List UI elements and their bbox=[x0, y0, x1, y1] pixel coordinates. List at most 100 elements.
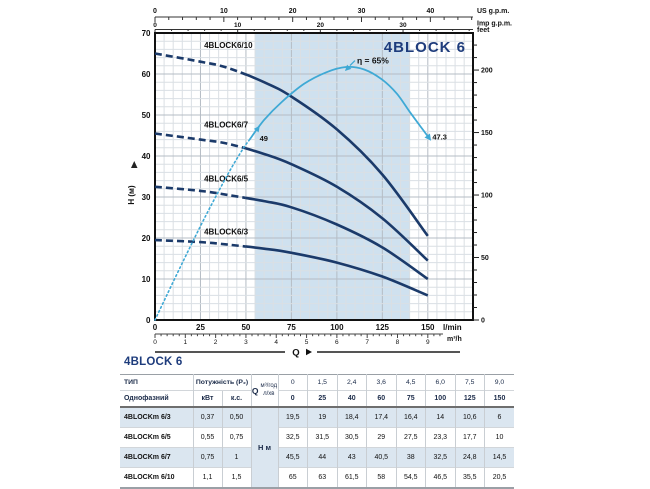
svg-text:US g.p.m.: US g.p.m. bbox=[477, 8, 509, 15]
head-value-cell: 20,5 bbox=[484, 467, 514, 488]
header-hp: к.с. bbox=[221, 390, 251, 407]
table-title: 4BLOCK 6 bbox=[124, 356, 183, 368]
svg-text:70: 70 bbox=[142, 29, 151, 38]
svg-text:m³/h: m³/h bbox=[447, 336, 462, 343]
header-cell-lmin: 25 bbox=[307, 390, 337, 407]
kw-cell: 0,75 bbox=[192, 447, 222, 468]
header-flow: Q м³/год л/хв bbox=[250, 374, 278, 407]
head-value-cell: 16,4 bbox=[395, 406, 426, 428]
efficiency-curve: 49 47.3 η = 65% bbox=[154, 56, 447, 321]
svg-text:feet: feet bbox=[477, 27, 490, 34]
head-value-cell: 17,4 bbox=[366, 406, 396, 428]
pump-name-cell: 4BLOCKm 6/7 bbox=[120, 447, 193, 468]
svg-text:30: 30 bbox=[399, 22, 407, 29]
header-cell-m3h: 3,6 bbox=[366, 374, 396, 391]
flow-axis-label: Q bbox=[155, 348, 460, 359]
svg-text:4BLOCK 6: 4BLOCK 6 bbox=[384, 39, 466, 56]
svg-text:4BLOCK6/7: 4BLOCK6/7 bbox=[204, 121, 249, 130]
header-cell-m3h: 9,0 bbox=[484, 374, 514, 391]
head-value-cell: 30,5 bbox=[336, 427, 367, 448]
head-value-cell: 6 bbox=[484, 406, 514, 428]
head-value-cell: 35,5 bbox=[454, 467, 485, 488]
header-m3h-unit: м³/год bbox=[260, 383, 278, 389]
curve-4BLOCK6/7: 4BLOCK6/7 bbox=[154, 121, 429, 262]
svg-text:4: 4 bbox=[274, 339, 278, 346]
axis-us-gpm: 0 10 20 30 40 US g.p.m. bbox=[153, 8, 509, 22]
head-value-cell: 31,5 bbox=[307, 427, 337, 448]
axis-feet: 0 50 100 150 200 feet bbox=[473, 27, 493, 325]
head-value-cell: 32,5 bbox=[425, 447, 455, 468]
head-value-cell: 23,3 bbox=[425, 427, 455, 448]
header-cell-lmin: 100 bbox=[425, 390, 455, 407]
svg-text:4BLOCK6/5: 4BLOCK6/5 bbox=[204, 174, 249, 183]
svg-text:Q: Q bbox=[292, 348, 299, 359]
svg-text:10: 10 bbox=[142, 275, 151, 284]
svg-text:0: 0 bbox=[153, 323, 158, 332]
svg-text:η = 65%: η = 65% bbox=[357, 56, 389, 66]
svg-text:9: 9 bbox=[426, 339, 430, 346]
head-value-cell: 29 bbox=[366, 427, 396, 448]
h-axis-arrow-icon bbox=[131, 161, 138, 168]
svg-text:4BLOCK6/10: 4BLOCK6/10 bbox=[204, 41, 253, 50]
header-kw: кВт bbox=[192, 390, 222, 407]
header-cell-lmin: 0 bbox=[277, 390, 308, 407]
pump-name-cell: 4BLOCKm 6/3 bbox=[120, 406, 193, 428]
svg-text:10: 10 bbox=[234, 22, 242, 29]
svg-text:0: 0 bbox=[153, 22, 157, 29]
kw-cell: 0,55 bbox=[192, 427, 222, 448]
axis-m3h: 0 1 2 3 4 5 6 7 8 9 m³/h bbox=[153, 333, 462, 346]
header-cell-m3h: 1,5 bbox=[307, 374, 337, 391]
svg-text:40: 40 bbox=[142, 152, 151, 161]
head-value-cell: 45,5 bbox=[277, 447, 308, 468]
svg-text:l/min: l/min bbox=[443, 323, 462, 332]
svg-text:1: 1 bbox=[183, 339, 187, 346]
axis-meters: 0 10 20 30 40 50 60 70 H (м) bbox=[127, 29, 151, 325]
svg-text:0: 0 bbox=[481, 318, 485, 325]
svg-text:100: 100 bbox=[330, 323, 344, 332]
svg-text:30: 30 bbox=[142, 193, 151, 202]
head-value-cell: 32,5 bbox=[277, 427, 308, 448]
head-value-cell: 46,5 bbox=[425, 467, 455, 488]
header-type: ТИП bbox=[124, 379, 138, 386]
svg-text:0: 0 bbox=[153, 339, 157, 346]
hp-cell: 1,5 bbox=[221, 467, 251, 488]
header-phase: Однофазний bbox=[120, 390, 193, 407]
head-value-cell: 17,7 bbox=[454, 427, 485, 448]
header-cell-m3h: 6,0 bbox=[425, 374, 455, 391]
header-cell-m3h: 0 bbox=[277, 374, 308, 391]
svg-text:60: 60 bbox=[142, 70, 151, 79]
header-cell-lmin: 75 bbox=[395, 390, 426, 407]
table-row: 4BLOCKm 6/5 0,55 0,75 32,5 31,5 30,5 29 … bbox=[120, 427, 514, 448]
head-value-cell: 14,5 bbox=[484, 447, 514, 468]
svg-text:25: 25 bbox=[196, 323, 205, 332]
svg-text:H (м): H (м) bbox=[127, 185, 136, 205]
svg-text:150: 150 bbox=[481, 130, 493, 137]
head-value-cell: 43 bbox=[336, 447, 367, 468]
plot-frame bbox=[154, 32, 474, 321]
header-cell-m3h: 4,5 bbox=[395, 374, 426, 391]
svg-text:7: 7 bbox=[365, 339, 369, 346]
svg-text:50: 50 bbox=[241, 323, 250, 332]
header-cell-m3h: 2,4 bbox=[336, 374, 367, 391]
head-value-cell: 24,8 bbox=[454, 447, 485, 468]
head-value-cell: 44 bbox=[307, 447, 337, 468]
head-value-cell: 27,5 bbox=[395, 427, 426, 448]
head-value-cell: 10 bbox=[484, 427, 514, 448]
header-cell-m3h: 7,5 bbox=[454, 374, 485, 391]
svg-text:150: 150 bbox=[421, 323, 435, 332]
performance-table: ТИП Потужність (P₂) Q м³/год л/хв 0 1,5 … bbox=[120, 374, 514, 489]
header-cell-lmin: 125 bbox=[454, 390, 485, 407]
svg-text:49: 49 bbox=[260, 134, 268, 143]
table-row: 4BLOCKm 6/3 0,37 0,50 Н м 19,5 19 18,4 1… bbox=[120, 406, 514, 488]
head-unit-cell: Н м bbox=[250, 406, 278, 488]
svg-text:3: 3 bbox=[244, 339, 248, 346]
axis-lmin: 0 25 50 75 100 125 150 l/min bbox=[153, 323, 462, 332]
head-value-cell: 63 bbox=[307, 467, 337, 488]
efficiency-end-arrow-icon bbox=[424, 133, 432, 141]
svg-text:100: 100 bbox=[481, 193, 493, 200]
table-row: 4BLOCKm 6/7 0,75 1 45,5 44 43 40,5 38 32… bbox=[120, 447, 514, 468]
svg-text:4BLOCK6/3: 4BLOCK6/3 bbox=[204, 227, 249, 236]
head-value-cell: 65 bbox=[277, 467, 308, 488]
axis-imp-gpm: 0 10 20 30 Imp g.p.m. bbox=[153, 21, 512, 32]
